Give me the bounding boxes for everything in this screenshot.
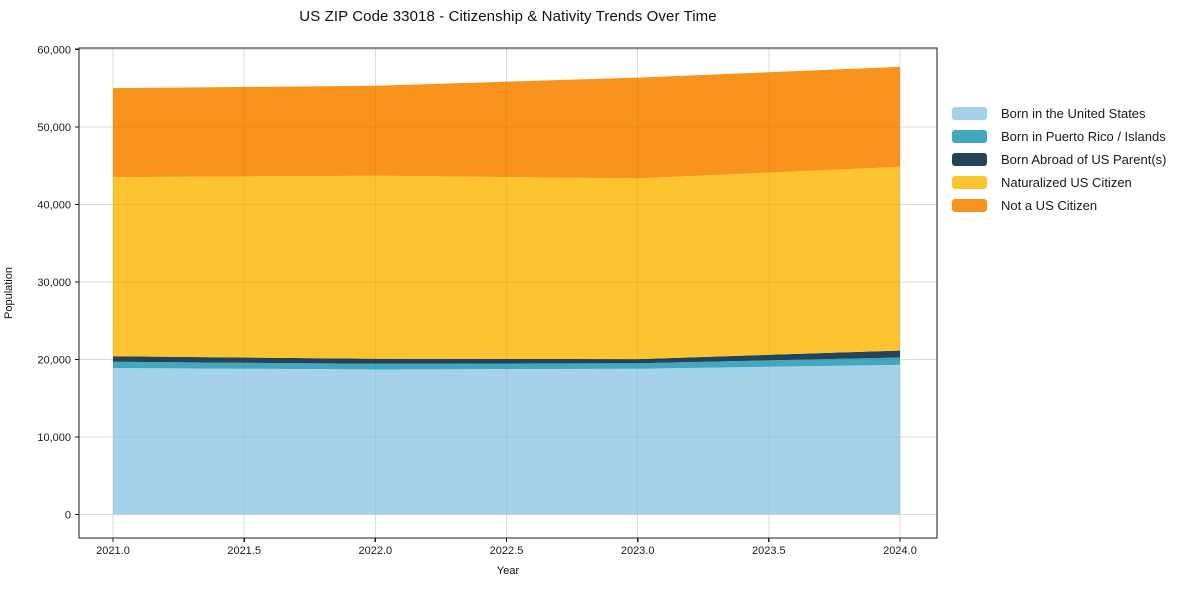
legend-item-born-abroad-of-us-parent-s: Born Abroad of US Parent(s) — [952, 148, 1166, 171]
legend-label: Not a US Citizen — [1001, 198, 1098, 213]
legend-swatch-icon — [952, 176, 987, 189]
x-tick-label: 2021.5 — [227, 545, 261, 557]
legend-label: Born in Puerto Rico / Islands — [1001, 129, 1166, 144]
y-tick-label: 20,000 — [37, 354, 71, 366]
legend-item-naturalized-us-citizen: Naturalized US Citizen — [952, 171, 1166, 194]
x-tick-label: 2022.0 — [359, 545, 393, 557]
y-tick-label: 50,000 — [37, 122, 71, 134]
chart-title: US ZIP Code 33018 - Citizenship & Nativi… — [299, 8, 717, 25]
legend-swatch-icon — [952, 130, 987, 143]
x-tick-label: 2024.0 — [883, 545, 917, 557]
legend-swatch-icon — [952, 199, 987, 212]
legend-swatch-icon — [952, 153, 987, 166]
x-axis-label: Year — [496, 565, 520, 577]
area-born-abroad-of-us-parent-s — [113, 350, 900, 364]
y-tick-label: 10,000 — [37, 432, 71, 444]
y-axis-label: Population — [3, 267, 15, 319]
legend-label: Naturalized US Citizen — [1001, 175, 1132, 190]
legend: Born in the United States Born in Puerto … — [952, 102, 1166, 217]
legend-item-born-in-puerto-rico-islands: Born in Puerto Rico / Islands — [952, 125, 1166, 148]
y-tick-label: 60,000 — [37, 44, 71, 56]
legend-label: Born in the United States — [1001, 106, 1146, 121]
legend-label: Born Abroad of US Parent(s) — [1001, 152, 1167, 167]
legend-item-born-in-the-united-states: Born in the United States — [952, 102, 1166, 125]
legend-item-not-a-us-citizen: Not a US Citizen — [952, 194, 1166, 217]
area-born-in-the-united-states — [113, 364, 900, 515]
y-tick-label: 30,000 — [37, 277, 71, 289]
x-tick-label: 2021.0 — [96, 545, 130, 557]
legend-swatch-icon — [952, 107, 987, 120]
x-tick-label: 2022.5 — [490, 545, 524, 557]
y-tick-label: 0 — [65, 510, 71, 522]
area-naturalized-us-citizen — [113, 166, 900, 360]
x-tick-label: 2023.5 — [752, 545, 786, 557]
plot-border — [78, 47, 938, 539]
y-tick-label: 40,000 — [37, 199, 71, 211]
x-tick-label: 2023.0 — [621, 545, 655, 557]
area-not-a-us-citizen — [113, 66, 900, 179]
